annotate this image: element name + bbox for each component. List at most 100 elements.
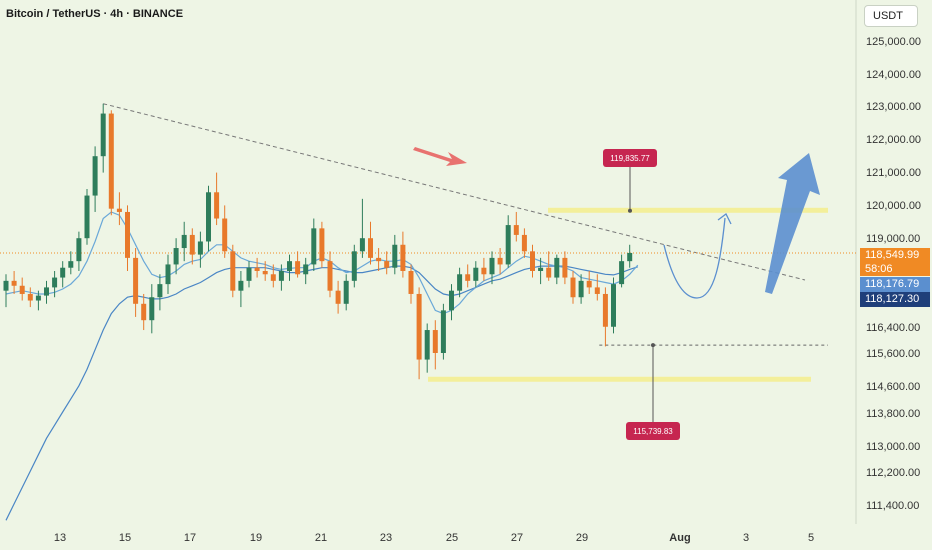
- ma-slow-tag: 118,127.30: [860, 292, 930, 307]
- candle-body: [60, 267, 66, 278]
- candle-body: [270, 274, 276, 281]
- candle-body: [262, 271, 268, 275]
- candle-body: [376, 257, 382, 262]
- candle-body: [521, 234, 527, 252]
- support-callout-dot: [651, 343, 655, 348]
- candle-body: [530, 251, 535, 271]
- last-price-tag: 118,549.99 58:06: [860, 248, 930, 276]
- symbol-title: Bitcoin / TetherUS · 4h · BINANCE: [6, 8, 184, 20]
- y-tick-label: 125,000.00: [866, 36, 922, 48]
- y-tick-label: 113,000.00: [866, 441, 921, 453]
- candle-body: [287, 261, 292, 271]
- candle-body: [100, 113, 106, 157]
- candle-body: [408, 271, 414, 294]
- candle-body: [278, 271, 284, 281]
- candle-body: [254, 267, 260, 271]
- candle-body: [108, 113, 114, 209]
- resistance-callout-text: 119,835.77: [610, 154, 650, 163]
- resistance-zone: [548, 207, 828, 213]
- candle-body: [359, 238, 365, 252]
- candle-body: [11, 280, 17, 286]
- y-tick-label: 119,000.00: [866, 233, 921, 245]
- x-tick-label: 23: [379, 532, 393, 544]
- candle-body: [116, 208, 122, 212]
- support-callout-text: 115,739.83: [633, 427, 673, 436]
- candle-body: [449, 290, 454, 311]
- candle-body: [52, 277, 58, 288]
- candle-body: [562, 257, 568, 278]
- ma-slow-line: [5, 265, 638, 521]
- y-tick-label: 121,000.00: [866, 167, 922, 179]
- candle-body: [351, 251, 357, 281]
- candle-body: [295, 261, 301, 275]
- y-tick-label: 114,600.00: [866, 381, 921, 393]
- candle-body: [546, 267, 552, 278]
- candle-body: [473, 267, 479, 281]
- y-tick-label: 124,000.00: [866, 69, 922, 81]
- candle-body: [432, 330, 438, 353]
- candle-body: [319, 228, 325, 262]
- resistance-callout: [603, 149, 657, 167]
- candle-body: [578, 280, 584, 298]
- candle-body: [481, 267, 487, 275]
- currency-button[interactable]: USDT: [864, 5, 918, 27]
- projection-curve-head: [717, 213, 732, 225]
- x-tick-label: Aug: [669, 532, 691, 544]
- candle-body: [505, 225, 511, 265]
- candle-body: [173, 248, 179, 265]
- candle-body: [141, 303, 147, 321]
- descending-trendline: [103, 103, 806, 281]
- y-tick-label: 112,200.00: [866, 467, 921, 479]
- candle-body: [35, 295, 41, 301]
- candle-body: [392, 244, 398, 268]
- candle-body: [125, 211, 130, 258]
- candle-body: [19, 285, 25, 294]
- candle-body: [206, 192, 211, 242]
- x-tick-label: 19: [249, 532, 263, 544]
- candle-body: [457, 274, 463, 291]
- candle-body: [440, 310, 446, 353]
- candle-body: [181, 234, 187, 249]
- x-tick-label: 17: [183, 532, 197, 544]
- candle-body: [465, 274, 471, 281]
- candle-body: [554, 257, 560, 278]
- candle-body: [76, 238, 82, 262]
- candle-body: [68, 261, 74, 268]
- candle-body: [384, 261, 390, 268]
- candle-body: [416, 293, 422, 360]
- candle-body: [424, 330, 430, 360]
- support-callout: [626, 422, 680, 440]
- candle-body: [627, 252, 633, 262]
- candle-body: [27, 293, 33, 301]
- candle-body: [497, 257, 503, 265]
- candle-body: [311, 228, 317, 265]
- candle-body: [197, 241, 203, 255]
- candle-body: [368, 238, 373, 258]
- x-tick-label: 5: [807, 532, 815, 544]
- pointer-arrow: [413, 147, 467, 166]
- candle-body: [570, 277, 576, 298]
- candle-body: [303, 264, 309, 275]
- candle-body: [214, 192, 220, 219]
- x-tick-label: 3: [742, 532, 750, 544]
- forecast-arrow: [765, 153, 820, 294]
- y-tick-label: 120,000.00: [866, 200, 922, 212]
- y-tick-label: 113,800.00: [866, 408, 921, 420]
- candle-body: [400, 244, 406, 271]
- candle-body: [489, 257, 495, 275]
- candle-body: [133, 257, 139, 304]
- candle-body: [238, 280, 244, 291]
- y-tick-label: 115,600.00: [866, 348, 921, 360]
- candle-body: [594, 287, 600, 294]
- y-tick-label: 123,000.00: [866, 101, 922, 113]
- candle-body: [343, 280, 349, 304]
- ma-fast-tag: 118,176.79: [860, 277, 930, 292]
- y-tick-label: 111,400.00: [866, 500, 920, 512]
- candle-body: [538, 267, 544, 271]
- last-price-value: 118,549.99: [865, 249, 920, 261]
- candle-body: [513, 225, 519, 235]
- bar-countdown: 58:06: [865, 263, 893, 275]
- candle-body: [84, 195, 90, 239]
